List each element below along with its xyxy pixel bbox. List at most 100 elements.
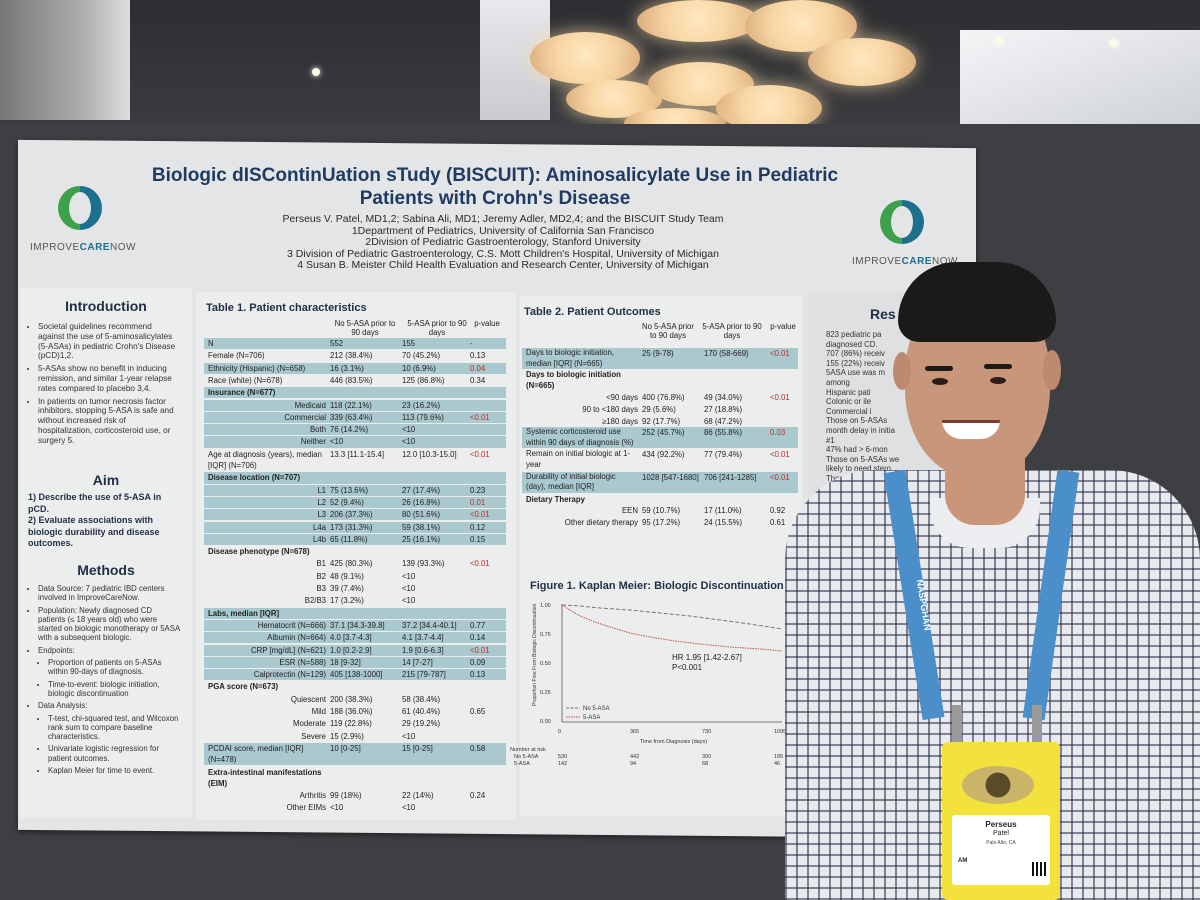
table-cell: 0.23 (470, 485, 486, 495)
improvecarenow-logo-icon (880, 200, 924, 244)
methods-item: Endpoints: (38, 646, 180, 655)
table-cell: ESR (N=588) (279, 657, 326, 667)
table-cell: <0.01 (770, 349, 790, 358)
pendant-lamp (530, 32, 640, 84)
table-cell: Dietary Therapy (526, 494, 585, 504)
table-row: Insurance (N=677) (204, 387, 506, 399)
table-row: ≥180 days 92 (17.7%) 68 (47.2%) (522, 416, 798, 427)
table-cell: <10 (330, 437, 344, 447)
table-cell: Both (309, 425, 326, 435)
table-cell: 80 (51.6%) (402, 510, 441, 520)
left-column (20, 288, 192, 818)
person-eye (990, 377, 1006, 384)
badge-tag: AM (958, 858, 968, 864)
table-cell: 1028 [547-1680] (642, 472, 699, 482)
table-cell: 29 (19.2%) (402, 719, 441, 729)
table-cell: Calprotectin (N=129) (253, 670, 326, 680)
table-cell: Female (N=706) (208, 351, 265, 361)
table-cell: 206 (37.3%) (330, 510, 373, 520)
x-axis-label: Time from Diagnosis (days) (640, 739, 707, 745)
table-cell: 0.61 (770, 518, 786, 527)
logo-text: IMPROVECARENOW (30, 242, 136, 253)
intro-bullet: In patients on tumor necrosis factor inh… (38, 397, 178, 446)
table-cell: 0.58 (470, 743, 486, 753)
affiliation: 3 Division of Pediatric Gastroenterology… (287, 247, 719, 260)
table-cell: 188 (36.0%) (330, 707, 373, 716)
table-cell: 27 (18.8%) (704, 405, 743, 414)
badge-clip (1032, 705, 1042, 745)
ceiling-panel (0, 0, 130, 120)
table-cell: Other EIMs (286, 803, 326, 813)
table-cell: 10 (6.9%) (402, 363, 436, 373)
table-cell: EEN (621, 506, 638, 516)
table-row: Quiescent 200 (38.3%) 58 (38.4%) (204, 694, 506, 705)
table-cell: 16 (3.1%) (330, 363, 364, 373)
ceiling-spotlight (1110, 39, 1118, 47)
table-cell: B2 (316, 571, 326, 581)
table-row: B2 48 (9.1%) <10 (204, 571, 506, 582)
table-cell: 0.13 (470, 351, 486, 361)
methods-subitem: Kaplan Meier for time to event. (48, 766, 180, 775)
table-row: Moderate 119 (22.8%) 29 (19.2%) (204, 718, 506, 729)
table-cell: 77 (79.4%) (704, 450, 743, 460)
table-cell: Labs, median [IQR] (208, 608, 280, 618)
y-tick-label: 0.75 (540, 632, 551, 638)
results-line: month delay in initia (826, 425, 895, 435)
table-cell: 0.14 (470, 633, 486, 643)
ceiling-spotlight (995, 37, 1003, 45)
table-cell: 4.0 [3.7-4.3] (330, 633, 372, 643)
at-risk-value: 530 (558, 754, 567, 760)
table-cell: 0.15 (470, 534, 486, 544)
table-cell: 0.09 (470, 657, 486, 667)
table-row: Durability of initial biologic (day), me… (522, 471, 798, 493)
table-row: Disease location (N=707) (204, 472, 506, 484)
table-cell: 65 (11.8%) (330, 534, 368, 544)
table-cell: Insurance (N=677) (208, 388, 276, 398)
affiliation: 4 Susan B. Meister Child Health Evaluati… (297, 259, 709, 271)
table-cell: 12.0 [10.3-15.0] (402, 449, 457, 459)
table-cell: 0.03 (770, 428, 786, 438)
methods-heading: Methods (77, 562, 135, 578)
table-cell: 0.13 (470, 670, 486, 680)
table-cell: B2/B3 (304, 596, 326, 606)
table-cell: - (470, 339, 473, 348)
curve-no-5asa (561, 604, 783, 630)
aim-list: 1) Describe the use of 5-ASA in pCD. 2) … (28, 492, 183, 550)
table-row: EEN 59 (10.7%) 17 (11.0%) 0.92 (522, 505, 798, 516)
results-line: 823 pediatric pa (826, 330, 882, 339)
y-tick-label: 1.00 (540, 603, 551, 609)
y-axis-label: Proportion Free From Biologic Discontinu… (532, 604, 538, 706)
affiliation: 1Department of Pediatrics, University of… (351, 224, 655, 237)
p-annotation: P<0.001 (672, 663, 703, 672)
table-cell: 215 [79-787] (402, 670, 446, 680)
table-cell: Disease phenotype (N=678) (208, 547, 310, 557)
table-cell: 37.2 [34.4-40.1] (402, 620, 457, 630)
table-cell: 125 (86.8%) (402, 375, 445, 385)
results-line: Those on 5-ASAs we (826, 454, 900, 464)
at-risk-value: 195 (774, 754, 783, 760)
logo-text-part: CARE (79, 242, 110, 253)
pendant-lamp (716, 85, 822, 131)
table-cell: 212 (38.4%) (330, 351, 373, 361)
table-cell: 0.65 (470, 707, 486, 716)
person-brow (925, 366, 953, 371)
aim-item: 1) Describe the use of 5-ASA in pCD. (28, 492, 162, 514)
results-line: among (826, 377, 850, 387)
table-cell: 405 [138-1000] (330, 670, 383, 680)
table-cell: 25 (16.1%) (402, 534, 441, 544)
table-row: Medicaid 118 (22.1%) 23 (16.2%) (204, 399, 506, 411)
aim-item: 2) Evaluate associations with biologic d… (28, 515, 160, 548)
table-cell: 23 (16.2%) (402, 400, 441, 410)
table-cell: <10 (402, 437, 416, 447)
table-cell: 0.24 (470, 791, 486, 801)
table-cell: 200 (38.3%) (330, 694, 373, 704)
table1-body: N 552 155 - Female (N=706) 212 (38.4%) 70 (45.… (204, 338, 506, 812)
table-cell: 139 (93.3%) (402, 559, 445, 569)
table-row: Days to biologic initiation (N=665) (522, 370, 798, 391)
table-cell: 59 (38.1%) (402, 522, 441, 532)
table-cell: 68 (47.2%) (704, 416, 743, 426)
logo-text-part: IMPROVE (30, 242, 80, 253)
table-cell: 49 (34.0%) (704, 393, 743, 403)
table-row: B2/B3 17 (3.2%) <10 (204, 595, 506, 606)
table-cell: Mild (311, 707, 326, 716)
